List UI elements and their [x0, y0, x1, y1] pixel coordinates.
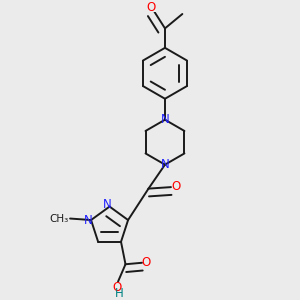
Text: CH₃: CH₃: [49, 214, 69, 224]
Text: O: O: [142, 256, 151, 269]
Text: N: N: [160, 113, 169, 126]
Text: N: N: [103, 198, 112, 211]
Text: N: N: [84, 214, 92, 226]
Text: N: N: [160, 158, 169, 171]
Text: O: O: [112, 280, 122, 293]
Text: O: O: [172, 180, 181, 193]
Text: O: O: [147, 1, 156, 13]
Text: H: H: [115, 286, 124, 299]
